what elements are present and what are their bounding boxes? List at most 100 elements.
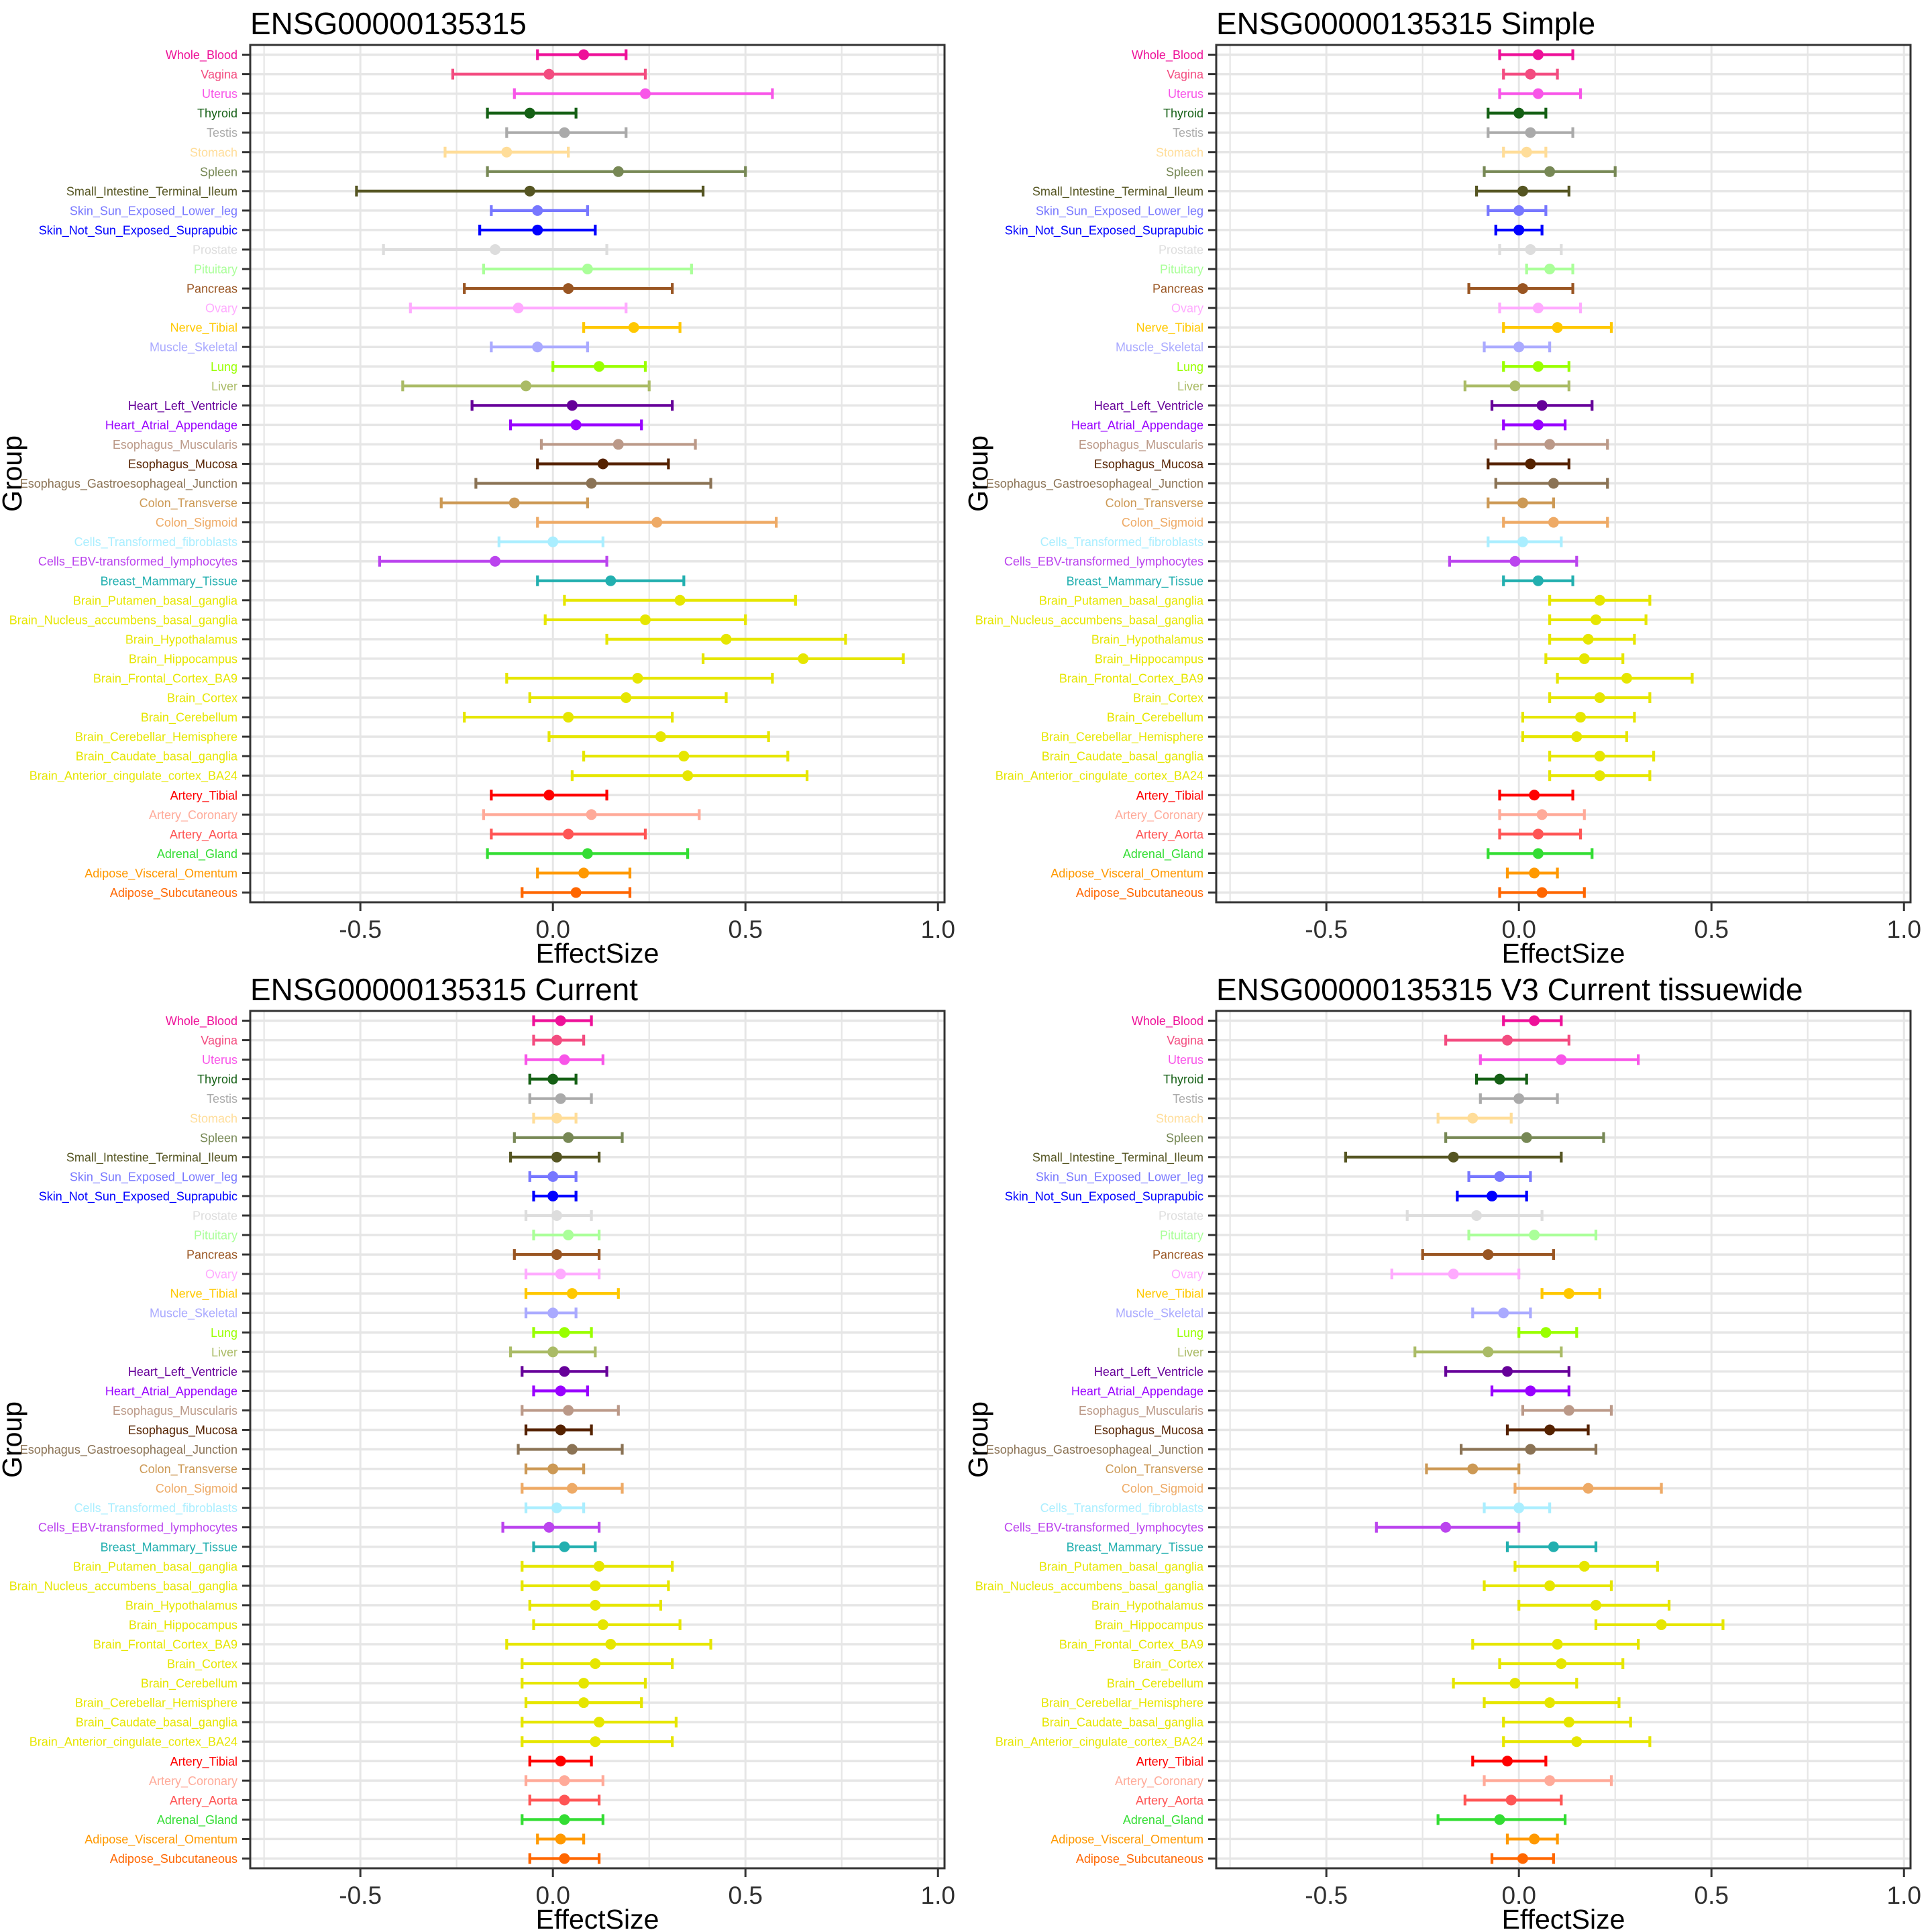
- effect-point: [551, 1249, 562, 1260]
- effect-point: [547, 536, 559, 547]
- ci-row: [1498, 828, 1582, 840]
- tissue-label: Adipose_Visceral_Omentum: [85, 867, 237, 881]
- tissue-label: Pituitary: [1160, 1229, 1203, 1242]
- x-axis-ticks: -0.5 0.0 0.5 1.0: [1305, 1868, 1921, 1909]
- tissue-label: Brain_Hypothalamus: [1091, 1599, 1203, 1613]
- tissue-label: Nerve_Tibial: [1136, 1287, 1203, 1301]
- panel-top-left: ENSG00000135315 Whole_Blood Vagina Uterus T…: [0, 0, 966, 966]
- tissue-label: Nerve_Tibial: [170, 1287, 237, 1301]
- effect-point: [1548, 478, 1559, 489]
- tissue-label: Brain_Cerebellum: [141, 1677, 237, 1691]
- effect-point: [605, 1638, 616, 1650]
- effect-point: [1521, 1132, 1532, 1143]
- effect-point: [1544, 1697, 1556, 1709]
- effect-point: [1517, 283, 1528, 294]
- ci-row: [1517, 1327, 1578, 1338]
- tissue-label: Brain_Nucleus_accumbens_basal_ganglia: [9, 1579, 238, 1593]
- x-tick-label: -0.5: [1305, 916, 1348, 943]
- tissue-label: Muscle_Skeletal: [150, 1307, 237, 1321]
- effect-point: [1513, 224, 1525, 235]
- ci-row: [528, 1756, 593, 1767]
- ci-row: [497, 536, 604, 547]
- effect-point: [1532, 88, 1544, 99]
- effect-point: [559, 1327, 570, 1338]
- effect-point: [1532, 575, 1544, 586]
- effect-point: [1467, 1463, 1479, 1474]
- ci-row: [1517, 1599, 1671, 1611]
- effect-point: [559, 1541, 570, 1552]
- ci-row: [1548, 594, 1652, 606]
- tissue-label: Brain_Putamen_basal_ganglia: [73, 1560, 238, 1574]
- ci-row: [1474, 1073, 1528, 1085]
- ci-row: [521, 1580, 670, 1591]
- ci-row: [1505, 1833, 1559, 1845]
- ci-row: [1513, 1560, 1659, 1572]
- effect-point: [1548, 1541, 1559, 1552]
- ci-row: [524, 1269, 601, 1280]
- ci-row: [582, 751, 790, 762]
- tissue-label: Vagina: [1167, 68, 1204, 81]
- ci-row: [539, 439, 697, 450]
- ci-row: [582, 322, 682, 333]
- tissue-label: Brain_Cortex: [167, 692, 237, 706]
- tissue-label: Lung: [211, 360, 237, 374]
- ci-row: [517, 1444, 624, 1455]
- ci-row: [1525, 264, 1574, 275]
- effect-point: [570, 419, 582, 431]
- effect-point: [578, 867, 590, 879]
- x-tick-label: 1.0: [1887, 1882, 1921, 1909]
- ci-row: [1444, 1366, 1570, 1377]
- tissue-label: Esophagus_Muscularis: [1079, 438, 1203, 452]
- ci-row: [1513, 1483, 1663, 1494]
- effect-point: [1448, 1269, 1459, 1280]
- effect-point: [639, 614, 651, 625]
- tissue-label: Heart_Left_Ventricle: [128, 1365, 237, 1379]
- ci-row: [486, 166, 747, 177]
- panel-title: ENSG00000135315 Simple: [1216, 6, 1596, 41]
- effect-point: [1552, 322, 1563, 333]
- x-tick-label: 0.5: [1695, 916, 1729, 943]
- ci-row: [508, 419, 643, 431]
- ci-row: [1521, 712, 1636, 723]
- tissue-label: Pituitary: [194, 263, 237, 276]
- tissue-label: Esophagus_Mucosa: [128, 458, 238, 472]
- ci-row: [513, 1249, 601, 1260]
- ci-row: [1413, 1346, 1563, 1358]
- effect-point: [1517, 185, 1528, 197]
- effect-point: [1509, 380, 1521, 392]
- ci-row: [701, 653, 905, 664]
- ci-row: [401, 380, 651, 392]
- tissue-label: Artery_Aorta: [170, 828, 238, 842]
- effect-point: [590, 1599, 601, 1611]
- panel-bottom-left: ENSG00000135315 Current Whole_Blood Vagin…: [0, 966, 966, 1932]
- tissue-label: Pancreas: [1152, 1248, 1203, 1262]
- tissue-label: Colon_Transverse: [1106, 1462, 1203, 1477]
- tissue-label: Adipose_Subcutaneous: [1076, 886, 1203, 900]
- effect-point: [1552, 1638, 1563, 1650]
- tissue-label: Heart_Atrial_Appendage: [1071, 1385, 1203, 1399]
- ci-row: [486, 107, 578, 119]
- ci-row: [543, 614, 747, 625]
- effect-point: [563, 1230, 574, 1241]
- effect-point: [1529, 1833, 1540, 1845]
- effect-point: [543, 68, 555, 80]
- tissue-label: Muscle_Skeletal: [150, 341, 237, 355]
- effect-point: [1509, 555, 1521, 567]
- tissue-label: Brain_Caudate_basal_ganglia: [1042, 1716, 1204, 1730]
- effect-point: [1594, 770, 1605, 782]
- ci-row: [1487, 205, 1548, 216]
- x-axis-title: EffectSize: [536, 1904, 659, 1932]
- tissue-label: Brain_Anterior_cingulate_cortex_BA24: [30, 1735, 237, 1750]
- effect-point: [555, 1269, 566, 1280]
- effect-point: [1563, 1405, 1574, 1416]
- ci-row: [532, 1112, 578, 1124]
- effect-point: [605, 575, 616, 586]
- ci-row: [536, 867, 632, 879]
- ci-row: [1540, 1288, 1601, 1299]
- effect-point: [1448, 1151, 1459, 1163]
- tissue-label: Artery_Tibial: [170, 1755, 237, 1769]
- tissue-label: Breast_Mammary_Tissue: [1067, 574, 1203, 588]
- tissue-label: Brain_Anterior_cingulate_cortex_BA24: [996, 1735, 1203, 1750]
- ci-row: [470, 400, 674, 411]
